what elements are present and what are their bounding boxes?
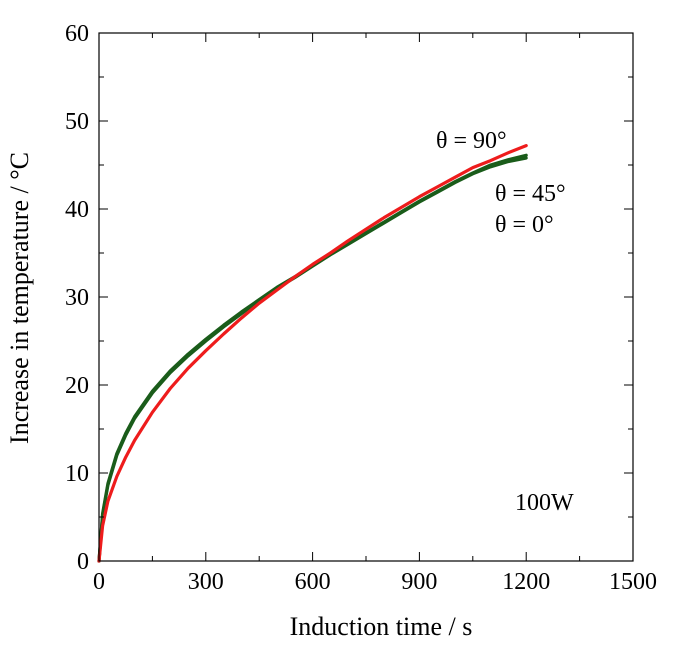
y-tick-label: 0: [77, 549, 89, 575]
x-tick-label: 600: [295, 569, 331, 595]
ticks-layer: [98, 32, 634, 562]
y-tick-label: 50: [65, 109, 89, 135]
series-line-2: [97, 144, 528, 563]
annotation-power: 100W: [515, 490, 574, 516]
annotation-theta-45: θ = 45°: [495, 181, 566, 207]
x-tick-label: 900: [401, 569, 437, 595]
series-line-0: [97, 156, 528, 563]
y-tick-label: 20: [65, 373, 89, 399]
annotation-theta-90: θ = 90°: [436, 128, 507, 154]
y-tick-label: 10: [65, 461, 89, 487]
y-tick-label: 40: [65, 197, 89, 223]
series-layer: [97, 144, 528, 563]
annotation-theta-0: θ = 0°: [495, 212, 554, 238]
series-line-1: [97, 153, 528, 563]
x-tick-label: 300: [188, 569, 224, 595]
y-tick-label: 60: [65, 21, 89, 47]
x-tick-label: 0: [93, 569, 105, 595]
x-axis-title: Induction time / s: [290, 612, 473, 641]
plot-frame: [98, 32, 634, 562]
x-tick-label: 1500: [609, 569, 657, 595]
x-tick-label: 1200: [502, 569, 550, 595]
tick-labels: 0 300 600 900 1200 1500 0 10 20 30 40 50 60: [65, 21, 657, 595]
y-axis-title: Increase in temperature / °C: [5, 152, 34, 444]
y-tick-label: 30: [65, 285, 89, 311]
